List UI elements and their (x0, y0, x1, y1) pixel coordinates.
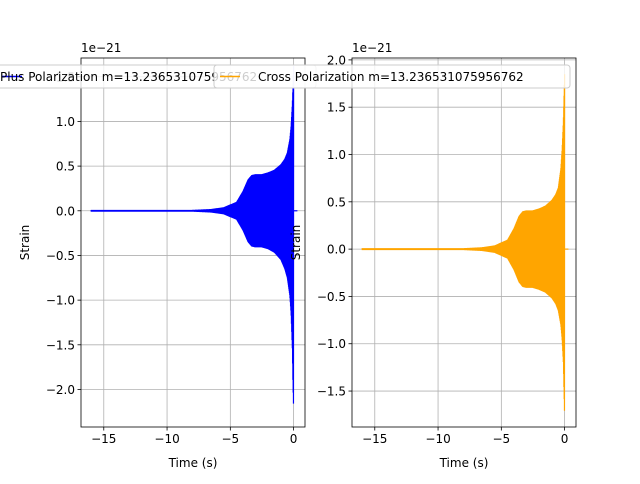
y-tick-label: 0.5 (327, 195, 346, 209)
y-tick-label: 0.5 (56, 160, 75, 174)
y-tick-label: 2.0 (327, 53, 346, 67)
y-tick-label: 1.0 (56, 115, 75, 129)
legend-box (213, 64, 571, 89)
y-tick-label: −1.5 (317, 385, 346, 399)
y-tick-label: 1.0 (327, 148, 346, 162)
offset-text: 1e−21 (352, 41, 392, 55)
axes-frame (80, 57, 306, 428)
y-tick-label: 0.0 (327, 243, 346, 257)
signal-line (361, 74, 566, 411)
x-tick-label: −15 (91, 432, 116, 446)
x-tick-label: −15 (362, 432, 387, 446)
y-axis-label: Strain (289, 225, 303, 261)
y-tick-label: −1.5 (46, 338, 75, 352)
x-axis-label: Time (s) (439, 456, 489, 470)
x-tick-label: 0 (561, 432, 569, 446)
y-tick-label: 1.5 (327, 101, 346, 115)
y-axis-label: Strain (18, 225, 32, 261)
x-tick-label: −5 (221, 432, 239, 446)
cross-polarization-chart: −15 −10 −5 0 −1.5 −1.0 −0.5 0.0 0.5 1.0 1.5 2.0 Time… (289, 41, 577, 470)
y-tick-label: −0.5 (46, 249, 75, 263)
x-tick-label: 0 (290, 432, 298, 446)
axes-frame (351, 57, 577, 428)
x-tick-label: −10 (154, 432, 179, 446)
legend-label: Cross Polarization m=13.236531075956762 (258, 70, 524, 84)
x-axis-label: Time (s) (168, 456, 218, 470)
x-tick-label: −5 (492, 432, 510, 446)
y-tick-label: 0.0 (56, 204, 75, 218)
offset-text: 1e−21 (81, 41, 121, 55)
y-tick-label: −1.0 (46, 294, 75, 308)
signal-line (90, 66, 295, 404)
y-tick-label: −0.5 (317, 290, 346, 304)
y-tick-label: −1.0 (317, 337, 346, 351)
y-tick-label: −2.0 (46, 383, 75, 397)
legends: Plus Polarization m=13.236531075956762 Cr… (0, 64, 571, 89)
x-tick-label: −10 (425, 432, 450, 446)
legend-label: Plus Polarization m=13.236531075956762 (0, 70, 257, 84)
plus-polarization-chart: −15−10−50−2.0−1.5−1.0−0.50.00.51.01.5Tim… (18, 41, 306, 470)
